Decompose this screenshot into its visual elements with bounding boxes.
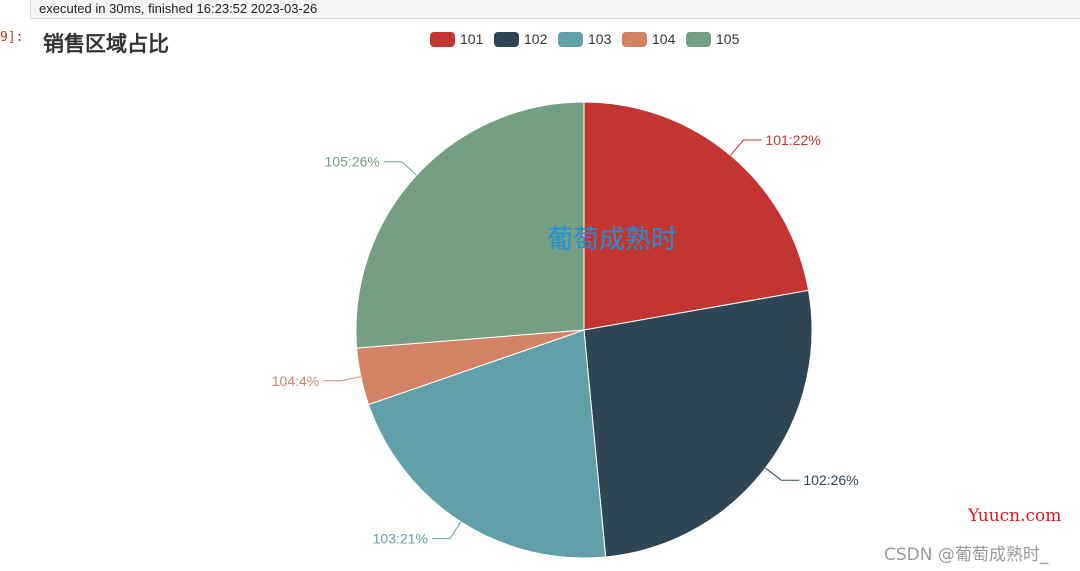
legend-swatch-101[interactable] [430, 32, 455, 47]
legend-swatch-104[interactable] [622, 32, 647, 47]
slice-label-102: 102:26% [803, 472, 858, 488]
slice-label-103: 103:21% [373, 531, 428, 547]
label-line-101 [730, 139, 762, 156]
cell-prompt: 9]: [0, 30, 24, 45]
slice-label-101: 101:22% [765, 132, 820, 148]
legend-swatch-105[interactable] [686, 32, 711, 47]
legend-label-102[interactable]: 102 [524, 31, 548, 47]
slice-label-105: 105:26% [325, 154, 380, 170]
legend-swatch-102[interactable] [494, 32, 519, 47]
pie-slice-102[interactable] [583, 289, 813, 558]
legend-swatch-103[interactable] [558, 32, 583, 47]
legend-label-103[interactable]: 103 [588, 31, 612, 47]
chart-watermark: 葡萄成熟时 [547, 225, 677, 255]
pie-labels: 101:22% 102:26% 103:21% 104:4% 105:26% [272, 132, 859, 547]
label-line-102 [765, 467, 800, 481]
site-watermark: Yuucn.com [968, 506, 1062, 526]
csdn-watermark: CSDN @葡萄成熟时_ [884, 545, 1049, 565]
execution-info-text: executed in 30ms, finished 16:23:52 2023… [39, 1, 318, 16]
label-line-103 [431, 521, 462, 540]
label-line-104 [323, 376, 361, 382]
legend-label-104[interactable]: 104 [652, 31, 676, 47]
slice-label-104: 104:4% [272, 373, 319, 389]
pie-slices [355, 101, 813, 559]
legend-label-105[interactable]: 105 [716, 31, 740, 47]
chart-legend: 101 102 103 104 105 [430, 31, 740, 47]
legend-label-101[interactable]: 101 [460, 31, 484, 47]
pie-slice-101[interactable] [583, 101, 810, 331]
label-line-105 [383, 161, 417, 176]
execution-info-bar: executed in 30ms, finished 16:23:52 2023… [30, 0, 1080, 19]
pie-slice-103[interactable] [367, 329, 607, 559]
chart-title: 销售区域占比 [43, 32, 169, 56]
